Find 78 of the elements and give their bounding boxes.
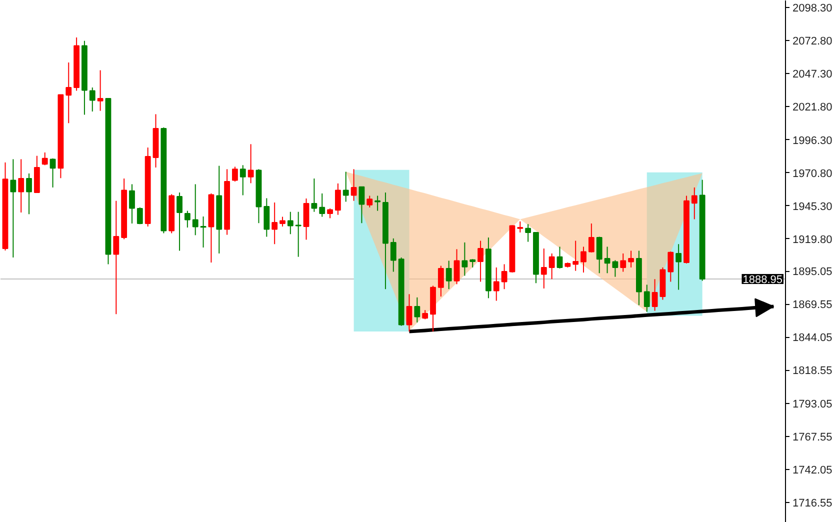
candlestick: [248, 144, 254, 184]
candlestick: [668, 251, 674, 282]
candlestick: [18, 158, 24, 213]
candlestick: [493, 266, 500, 302]
candlestick: [580, 246, 586, 274]
candlestick: [26, 172, 32, 215]
candlestick: [136, 206, 143, 225]
candlestick: [240, 164, 246, 196]
candlestick: [342, 171, 349, 202]
y-tick-label: 2072.80: [792, 36, 832, 48]
candlestick: [438, 265, 444, 298]
candlestick: [232, 166, 238, 182]
candlestick: [113, 200, 120, 315]
candlestick: [652, 278, 658, 312]
candlestick: [366, 195, 373, 208]
candlestick: [612, 260, 618, 278]
y-tick-label: 2098.30: [792, 2, 832, 14]
candlestick: [97, 70, 104, 112]
candlestick: [272, 202, 278, 245]
candlestick: [50, 158, 56, 188]
candlestick: [319, 192, 326, 218]
y-tick-label: 1844.05: [792, 332, 832, 344]
y-tick-label: 2021.80: [792, 102, 832, 114]
candlestick: [390, 238, 396, 272]
candlestick: [311, 178, 318, 212]
candlestick: [280, 216, 286, 227]
candlestick: [462, 242, 468, 276]
candlestick: [264, 198, 270, 238]
candlestick: [478, 240, 484, 282]
candlestick: [350, 168, 357, 202]
candlestick: [644, 284, 650, 312]
y-tick-label: 1970.80: [792, 168, 832, 180]
candlestick: [303, 198, 310, 240]
candlestick: [10, 158, 16, 258]
y-tick-label: 1895.05: [792, 266, 832, 278]
candlestick: [358, 186, 365, 224]
y-tick-label: 1996.30: [792, 134, 832, 147]
candlestick: [192, 184, 198, 236]
candlestick: [572, 240, 579, 272]
candlestick: [89, 87, 96, 112]
y-tick-label: 1742.05: [792, 464, 832, 476]
candlestick: [176, 192, 182, 252]
candlestick: [66, 62, 72, 124]
y-tick-label: 1869.55: [792, 299, 832, 312]
y-tick-label: 1818.55: [792, 365, 832, 378]
y-tick-label: 1793.05: [792, 398, 832, 410]
candlestick: [295, 211, 302, 258]
candlestick: [548, 252, 555, 280]
candlestick: [596, 236, 602, 274]
candlestick: [414, 296, 420, 323]
candlestick: [588, 223, 594, 253]
y-tick-label: 1767.55: [792, 431, 832, 444]
candlestick: [691, 186, 698, 220]
candlestick: [129, 184, 135, 224]
candlestick: [620, 252, 626, 272]
candlestick: [327, 208, 333, 219]
candlestick: [446, 260, 452, 290]
ref-line-label: 1888.95: [742, 274, 783, 286]
candlestick: [501, 264, 508, 290]
candlestick: [42, 152, 48, 166]
candlestick: [604, 246, 610, 274]
y-tick-label: 1716.55: [792, 497, 832, 510]
y-tick-label: 1919.80: [792, 234, 832, 246]
candlestick: [556, 246, 563, 269]
candlestick: [525, 224, 532, 242]
candlestick: [200, 216, 206, 248]
y-tick-label: 1945.30: [792, 200, 832, 213]
candlestick: [184, 210, 190, 228]
candlestick: [517, 220, 524, 233]
candlestick: [540, 248, 547, 289]
candlestick: [334, 182, 341, 216]
candlestick: [454, 248, 460, 285]
y-tick-label: 2047.30: [792, 68, 832, 81]
candlestick: [287, 211, 294, 235]
candlestick: [676, 244, 682, 290]
candlestick: [422, 310, 428, 320]
candlestick: [406, 294, 412, 332]
candlestick: [628, 250, 634, 268]
